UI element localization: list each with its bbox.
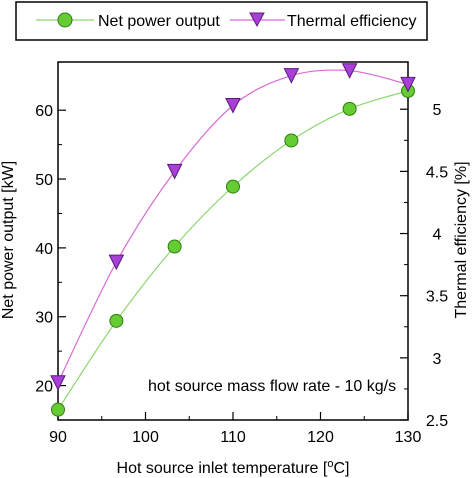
y-right-tick-label: 4.5: [426, 164, 448, 181]
legend-label-net-power: Net power output: [98, 13, 220, 30]
y-axis-right: 2.5 3 3.5 4 4.5 5: [400, 102, 448, 430]
plot-frame: [57, 61, 409, 421]
data-point-thermal-eff: [225, 98, 241, 114]
y-left-tick-label: 30: [35, 310, 53, 327]
y-right-axis-title: Thermal efficiency [%]: [453, 161, 470, 318]
x-tick-label: 110: [220, 429, 246, 446]
x-axis: 90 100 110 120 130: [49, 412, 421, 446]
data-point-net-power: [284, 133, 299, 148]
data-point-thermal-eff: [108, 254, 125, 271]
data-point-net-power: [167, 239, 182, 254]
x-axis-title-main: Hot source inlet temperature [: [117, 460, 328, 477]
legend: Net power output Thermal efficiency: [15, 1, 428, 41]
legend-box: [15, 1, 428, 41]
y-axis-left: 20 30 40 50 60: [35, 103, 66, 396]
data-point-thermal-eff: [166, 163, 183, 180]
y-left-tick-label: 60: [35, 103, 53, 120]
legend-marker-thermal-eff: [249, 12, 265, 28]
series-markers: [50, 63, 416, 417]
data-point-thermal-eff: [341, 63, 358, 79]
data-point-net-power: [109, 313, 124, 328]
x-axis-title-sup: o: [327, 458, 333, 470]
series-lines: [57, 69, 409, 411]
legend-label-thermal-eff: Thermal efficiency: [287, 13, 417, 30]
y-left-axis-title: Net power output [kW]: [0, 161, 17, 319]
legend-item-thermal-eff: Thermal efficiency: [230, 12, 417, 30]
y-right-tick-label: 5: [433, 102, 442, 119]
data-point-net-power: [342, 101, 357, 116]
series-line-thermal-eff: [57, 69, 409, 383]
data-point-thermal-eff: [283, 68, 300, 84]
data-point-thermal-eff: [400, 76, 416, 93]
x-tick-label: 120: [307, 429, 334, 446]
x-tick-label: 90: [49, 429, 67, 446]
data-point-net-power: [51, 402, 65, 417]
x-axis-title: Hot source inlet temperature [oC]: [117, 458, 350, 477]
annotation: hot source mass flow rate - 10 kg/s: [148, 378, 396, 395]
data-point-thermal-eff: [50, 375, 66, 391]
series-line-net-power: [57, 90, 409, 411]
y-left-tick-label: 40: [35, 241, 53, 258]
y-right-tick-label: 2.5: [426, 413, 448, 430]
legend-marker-net-power: [57, 12, 73, 28]
y-right-tick-label: 4: [433, 227, 442, 244]
x-tick-label: 100: [132, 429, 159, 446]
x-axis-title-tail: C]: [333, 460, 349, 477]
y-right-tick-label: 3.5: [426, 289, 448, 306]
y-left-tick-label: 20: [35, 379, 53, 396]
x-tick-label: 130: [395, 429, 422, 446]
data-point-net-power: [226, 179, 240, 194]
y-right-tick-label: 3: [433, 351, 442, 368]
legend-item-net-power: Net power output: [36, 12, 220, 30]
y-left-tick-label: 50: [35, 172, 53, 189]
